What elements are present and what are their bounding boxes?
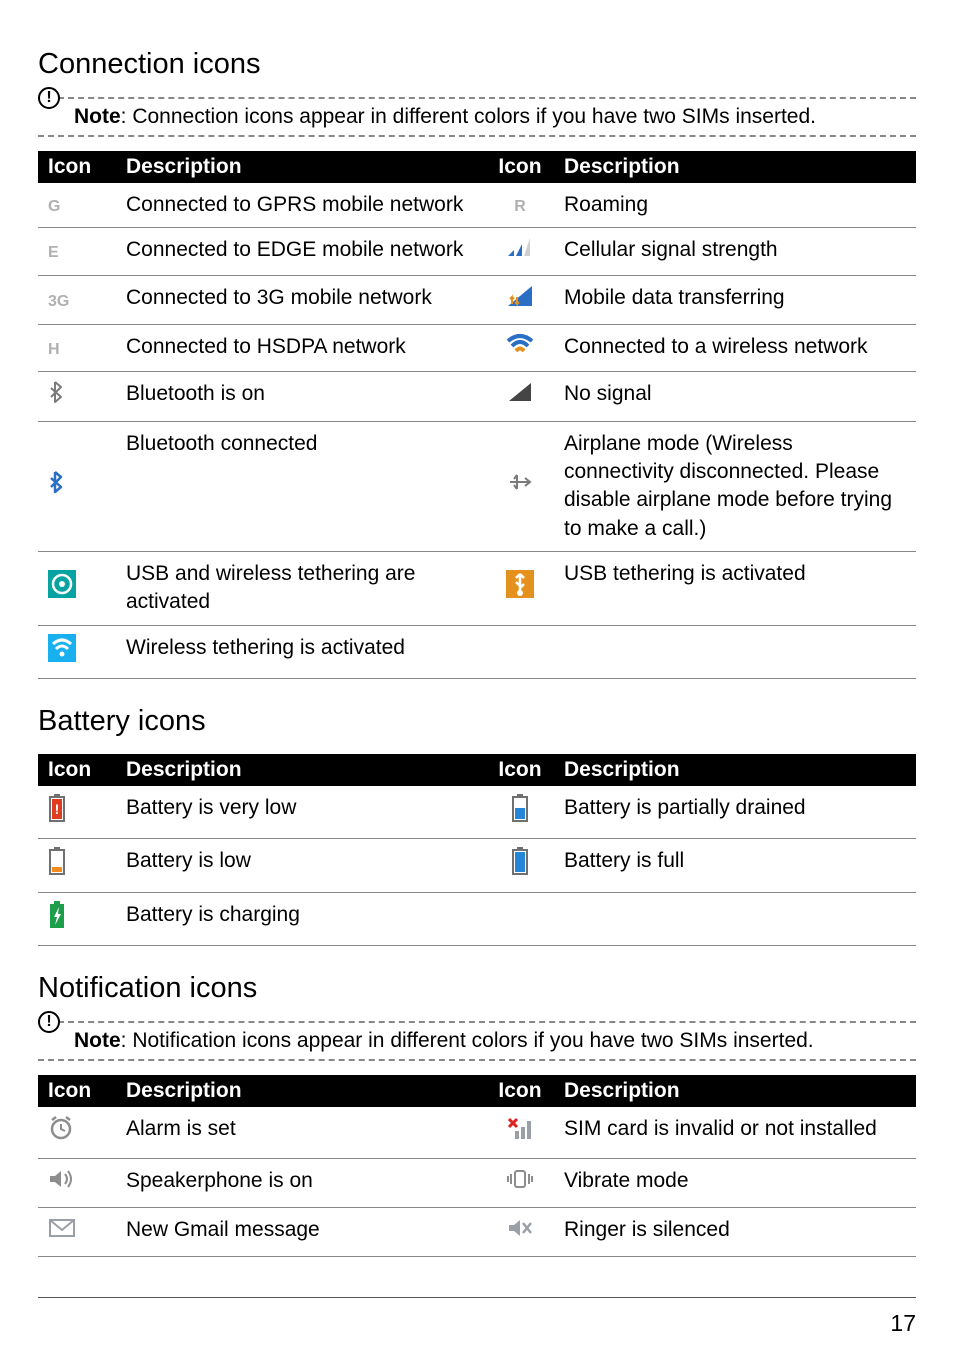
no-signal-icon [507,381,533,403]
table-row: Wireless tethering is activated [38,625,916,678]
cell: Roaming [554,183,916,228]
airplane-icon [507,470,533,494]
th: Description [116,1075,486,1107]
tethering-wifi-icon [48,634,76,662]
note-icon: ! [38,87,60,109]
notification-note: ! Note: Notification icons appear in dif… [38,1021,916,1061]
sim-invalid-icon [505,1115,535,1141]
cell: Bluetooth connected [116,421,486,551]
th-icon2: Icon [486,151,554,183]
table-row: 3G Connected to 3G mobile network Mobile… [38,275,916,324]
table-row: H Connected to HSDPA network Connected t… [38,325,916,372]
table-row: Bluetooth is on No signal [38,372,916,421]
table-row: New Gmail message Ringer is silenced [38,1207,916,1256]
th: Icon [38,754,116,786]
table-row: Battery is charging [38,892,916,945]
bluetooth-connected-icon [48,470,64,494]
note-label: Note [74,1029,121,1052]
th: Description [554,754,916,786]
th-desc: Description [116,151,486,183]
cell: No signal [554,372,916,421]
cell: Airplane mode (Wireless connectivity dis… [554,421,916,551]
battery-charging-icon [48,901,66,929]
battery-title: Battery icons [38,705,916,738]
gmail-icon [48,1218,76,1238]
3g-icon: 3G [48,291,69,313]
table-header-row: Icon Description Icon Description [38,151,916,183]
usb-icon [506,570,534,598]
th-desc2: Description [554,151,916,183]
cell: USB tethering is activated [554,552,916,626]
notification-title: Notification icons [38,972,916,1005]
th: Description [116,754,486,786]
r-icon: R [514,196,526,218]
battery-low-icon [48,847,66,875]
cell: Battery is very low [116,786,486,839]
cell: Bluetooth is on [116,372,486,421]
signal-icon [506,236,534,258]
note-label: Note [74,105,121,128]
alarm-icon [48,1115,74,1141]
cell: Cellular signal strength [554,228,916,275]
table-header-row: Icon Description Icon Description [38,1075,916,1107]
th-icon: Icon [38,151,116,183]
speakerphone-icon [48,1167,76,1191]
table-row: Speakerphone is on Vibrate mode [38,1158,916,1207]
cell: Mobile data transferring [554,275,916,324]
cell: Connected to a wireless network [554,325,916,372]
th: Description [554,1075,916,1107]
page-number: 17 [38,1297,916,1337]
table-header-row: Icon Description Icon Description [38,754,916,786]
table-row: USB and wireless tethering are activated… [38,552,916,626]
signal-arrows-icon [506,284,534,308]
th: Icon [486,754,554,786]
wifi-icon [506,333,534,355]
h-icon: H [48,339,60,361]
connection-title: Connection icons [38,48,916,81]
cell: Battery is partially drained [554,786,916,839]
cell: Wireless tethering is activated [116,625,486,678]
table-row: Battery is low Battery is full [38,839,916,892]
note-body: : Notification icons appear in different… [121,1029,814,1052]
cell: Connected to GPRS mobile network [116,183,486,228]
table-row: E Connected to EDGE mobile network Cellu… [38,228,916,275]
cell: Vibrate mode [554,1158,916,1207]
cell: Connected to 3G mobile network [116,275,486,324]
cell: New Gmail message [116,1207,486,1256]
connection-note: ! Note: Connection icons appear in diffe… [38,97,916,137]
vibrate-icon [506,1167,534,1191]
table-row: Alarm is set SIM card is invalid or not … [38,1107,916,1158]
ringer-silenced-icon [507,1216,533,1240]
cell: SIM card is invalid or not installed [554,1107,916,1158]
connection-table: Icon Description Icon Description G Conn… [38,151,916,679]
th: Icon [486,1075,554,1107]
cell: Connected to EDGE mobile network [116,228,486,275]
battery-full-icon [511,847,529,875]
battery-very-low-icon: ! [48,794,66,822]
cell: Ringer is silenced [554,1207,916,1256]
cell: Speakerphone is on [116,1158,486,1207]
cell: Connected to HSDPA network [116,325,486,372]
g-icon: G [48,196,60,218]
tethering-circle-icon [48,570,76,598]
th: Icon [38,1075,116,1107]
note-body: : Connection icons appear in different c… [121,105,816,128]
cell: Battery is low [116,839,486,892]
table-row: G Connected to GPRS mobile network R Roa… [38,183,916,228]
table-row: ! Battery is very low Battery is partial… [38,786,916,839]
notification-table: Icon Description Icon Description Alarm … [38,1075,916,1257]
table-row: Bluetooth connected Airplane mode (Wirel… [38,421,916,551]
bluetooth-icon [48,380,64,404]
cell: Battery is charging [116,892,486,945]
cell: Battery is full [554,839,916,892]
battery-partial-icon [511,794,529,822]
cell: USB and wireless tethering are activated [116,552,486,626]
svg-text:!: ! [55,801,60,817]
cell: Alarm is set [116,1107,486,1158]
battery-table: Icon Description Icon Description ! Batt… [38,754,916,946]
note-icon: ! [38,1011,60,1033]
e-icon: E [48,242,59,264]
